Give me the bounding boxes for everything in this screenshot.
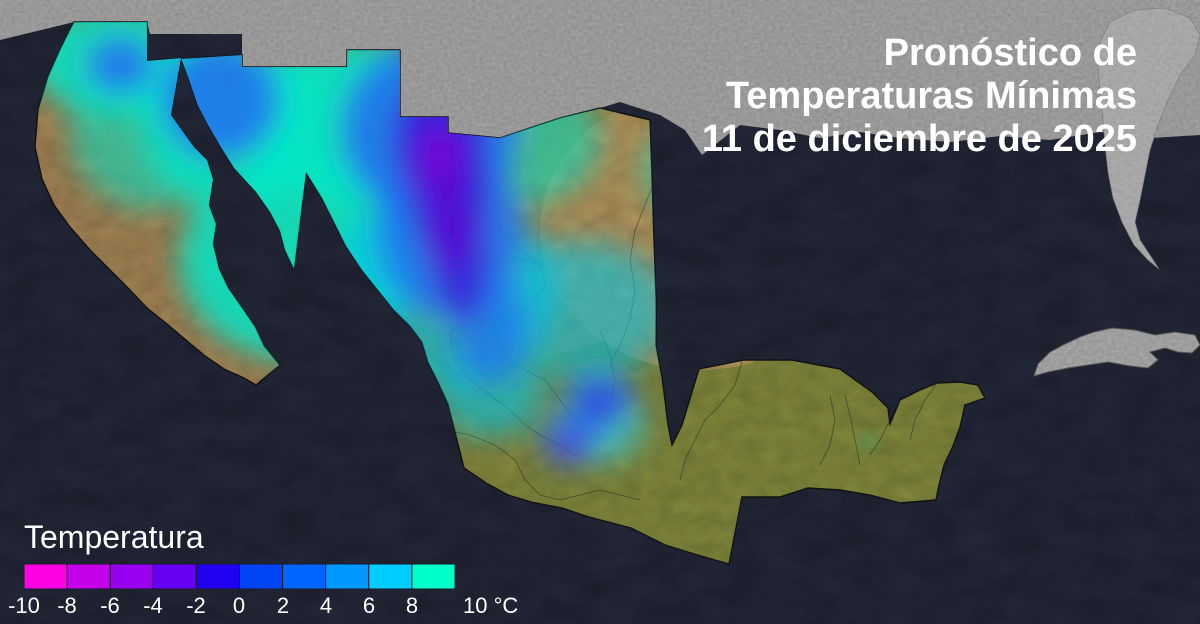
svg-text:6: 6 [363, 593, 375, 618]
svg-text:-8: -8 [57, 593, 77, 618]
svg-text:-4: -4 [143, 593, 163, 618]
svg-text:-6: -6 [100, 593, 120, 618]
svg-text:-10: -10 [8, 593, 40, 618]
svg-text:Pronóstico de: Pronóstico de [884, 32, 1137, 74]
svg-text:Temperaturas Mínimas: Temperaturas Mínimas [726, 75, 1137, 117]
svg-text:4: 4 [320, 593, 332, 618]
svg-text:0: 0 [233, 593, 245, 618]
svg-text:8: 8 [406, 593, 418, 618]
svg-text:2: 2 [277, 593, 289, 618]
svg-text:-2: -2 [186, 593, 206, 618]
svg-text:10 °C: 10 °C [463, 593, 518, 618]
svg-text:Temperatura: Temperatura [24, 519, 204, 555]
svg-text:11 de diciembre de 2025: 11 de diciembre de 2025 [702, 118, 1137, 160]
